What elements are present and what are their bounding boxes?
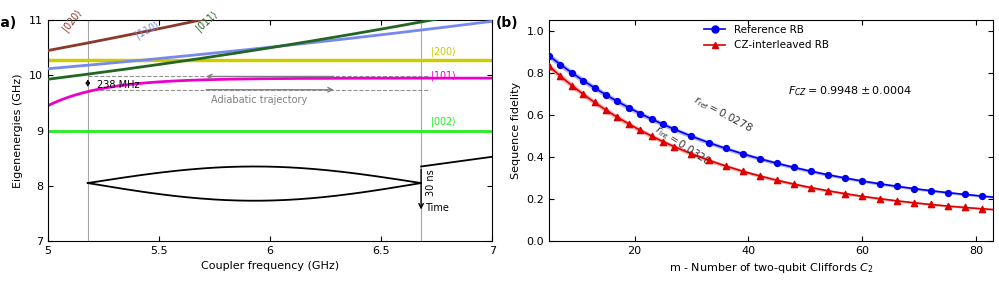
Point: [974, 194, 990, 198]
Point: [655, 122, 671, 126]
Point: [563, 83, 579, 88]
Point: [837, 176, 853, 180]
Point: [575, 92, 591, 96]
Point: [586, 100, 602, 105]
Point: [940, 191, 956, 195]
Point: [541, 64, 557, 68]
Y-axis label: Eigenenergies (GHz): Eigenenergies (GHz): [13, 73, 23, 188]
X-axis label: m - Number of two-qubit Cliffords $C_2$: m - Number of two-qubit Cliffords $C_2$: [669, 261, 873, 275]
Point: [609, 115, 625, 119]
Point: [655, 139, 671, 144]
Point: [820, 173, 836, 177]
Point: [563, 71, 579, 75]
Point: [541, 54, 557, 58]
Point: [735, 151, 751, 156]
Point: [552, 74, 568, 78]
Text: Time: Time: [426, 203, 450, 213]
Point: [620, 122, 636, 126]
Text: (b): (b): [496, 16, 518, 30]
Point: [871, 182, 887, 186]
Point: [717, 164, 733, 168]
Text: Adiabatic trajectory: Adiabatic trajectory: [211, 95, 307, 105]
Text: $r_{\mathrm{ref}} = 0.0278$: $r_{\mathrm{ref}} = 0.0278$: [691, 93, 755, 135]
Point: [598, 108, 614, 112]
Point: [769, 161, 785, 166]
Point: [940, 204, 956, 208]
Point: [854, 179, 870, 183]
Point: [575, 78, 591, 83]
Point: [837, 191, 853, 196]
Point: [700, 140, 716, 145]
Text: (a): (a): [0, 16, 17, 30]
Point: [666, 144, 682, 149]
Point: [717, 146, 733, 151]
Point: [598, 93, 614, 97]
Text: $|002\rangle$: $|002\rangle$: [430, 115, 457, 129]
Point: [586, 86, 602, 90]
Point: [666, 127, 682, 132]
Point: [888, 199, 904, 203]
Point: [871, 196, 887, 201]
Point: [609, 99, 625, 104]
Point: [803, 185, 819, 190]
Text: 238 MHz: 238 MHz: [97, 80, 139, 90]
Text: $|011\rangle$: $|011\rangle$: [192, 7, 222, 36]
Point: [769, 178, 785, 182]
Point: [643, 117, 659, 121]
Point: [957, 192, 973, 197]
Y-axis label: Sequence fidelity: Sequence fidelity: [510, 82, 520, 179]
Point: [786, 165, 802, 170]
Point: [552, 62, 568, 67]
Point: [643, 134, 659, 138]
Point: [974, 207, 990, 211]
Text: $r_{\mathrm{int}} = 0.0328$: $r_{\mathrm{int}} = 0.0328$: [651, 123, 713, 169]
Text: $|020\rangle$: $|020\rangle$: [59, 6, 87, 36]
Point: [700, 158, 716, 162]
Point: [820, 189, 836, 193]
Point: [632, 111, 648, 116]
Point: [923, 189, 939, 193]
X-axis label: Coupler frequency (GHz): Coupler frequency (GHz): [201, 261, 339, 271]
Text: $F_{CZ} = 0.9948 \pm 0.0004$: $F_{CZ} = 0.9948 \pm 0.0004$: [788, 84, 912, 98]
Text: $|110\rangle$: $|110\rangle$: [132, 18, 163, 43]
Point: [888, 184, 904, 189]
Point: [752, 174, 768, 178]
Text: 30 ns: 30 ns: [426, 170, 436, 196]
Point: [620, 105, 636, 110]
Point: [752, 157, 768, 161]
Point: [957, 205, 973, 210]
Point: [683, 151, 699, 156]
Text: $|101\rangle$: $|101\rangle$: [430, 69, 457, 83]
Point: [803, 169, 819, 174]
Point: [735, 169, 751, 173]
Point: [906, 200, 922, 205]
Point: [906, 186, 922, 191]
Point: [632, 128, 648, 132]
Legend: Reference RB, CZ-interleaved RB: Reference RB, CZ-interleaved RB: [700, 21, 833, 55]
Point: [923, 202, 939, 207]
Point: [786, 182, 802, 186]
Point: [854, 194, 870, 199]
Text: $|200\rangle$: $|200\rangle$: [430, 45, 457, 59]
Point: [683, 134, 699, 139]
